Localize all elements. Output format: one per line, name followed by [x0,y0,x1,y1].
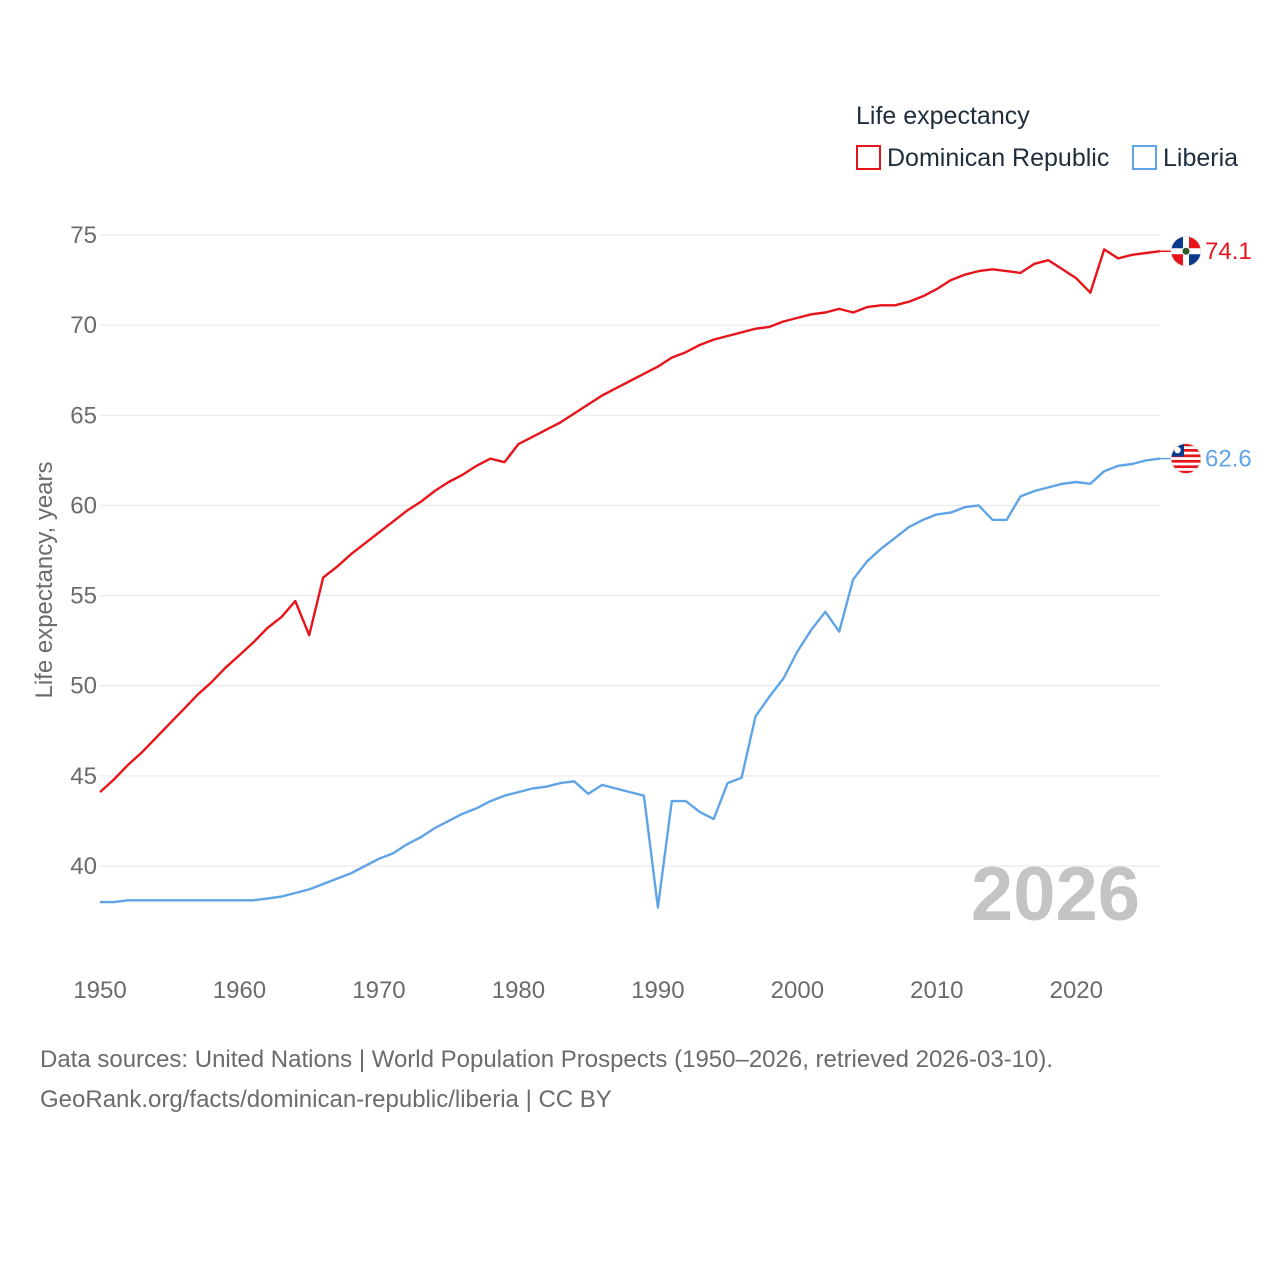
series-line-liberia [100,457,1161,909]
x-tick-1950: 1950 [73,977,126,1004]
year-watermark: 2026 [971,852,1140,937]
legend-label-dominican-republic: Dominican Republic [887,144,1109,172]
y-tick-65: 65 [70,402,97,429]
source-line: Data sources: United Nations | World Pop… [40,1046,1054,1073]
x-tick-2020: 2020 [1050,977,1103,1004]
footer-sources: Data sources: United Nations | World Pop… [40,1040,1053,1120]
end-value-label-liberia: 62.6 [1205,446,1252,473]
y-tick-75: 75 [70,222,97,249]
x-tick-1960: 1960 [213,977,266,1004]
x-tick-1990: 1990 [631,977,684,1004]
x-tick-2000: 2000 [771,977,824,1004]
y-axis-ticks: 40 45 50 55 60 65 70 75 [70,222,97,880]
y-tick-50: 50 [70,673,97,700]
grid-lines [100,234,1160,867]
flag-icon-liberia [1170,443,1202,474]
attribution-link[interactable]: GeoRank.org/facts/dominican-republic/lib… [40,1086,612,1113]
y-tick-55: 55 [70,583,97,610]
end-markers: 74.1 62.6 [1160,235,1252,474]
end-value-label-dominican-republic: 74.1 [1205,238,1252,265]
y-tick-70: 70 [70,312,97,339]
legend-title: Life expectancy [856,102,1030,130]
y-axis-label: Life expectancy, years [31,461,58,698]
legend: Life expectancy Dominican Republic Liber… [856,102,1238,172]
series-lines [99,248,1161,909]
x-axis-ticks: 1950 1960 1970 1980 1990 2000 2010 2020 [73,977,1103,1004]
legend-item-liberia[interactable]: Liberia [1132,144,1238,172]
legend-swatch-liberia [1132,145,1157,170]
line-chart: 40 45 50 55 60 65 70 75 1950 1960 1970 1980 1990 200… [31,102,1252,1004]
y-tick-45: 45 [70,763,97,790]
y-tick-60: 60 [70,492,97,519]
series-line-dominican-republic [99,248,1161,793]
legend-item-dominican-republic[interactable]: Dominican Republic [856,144,1109,172]
x-tick-1970: 1970 [352,977,405,1004]
legend-swatch-dominican-republic [856,145,881,170]
x-tick-1980: 1980 [492,977,545,1004]
legend-label-liberia: Liberia [1163,144,1238,172]
flag-icon-dominican-republic [1170,235,1202,267]
y-tick-40: 40 [70,853,97,880]
x-tick-2010: 2010 [910,977,963,1004]
